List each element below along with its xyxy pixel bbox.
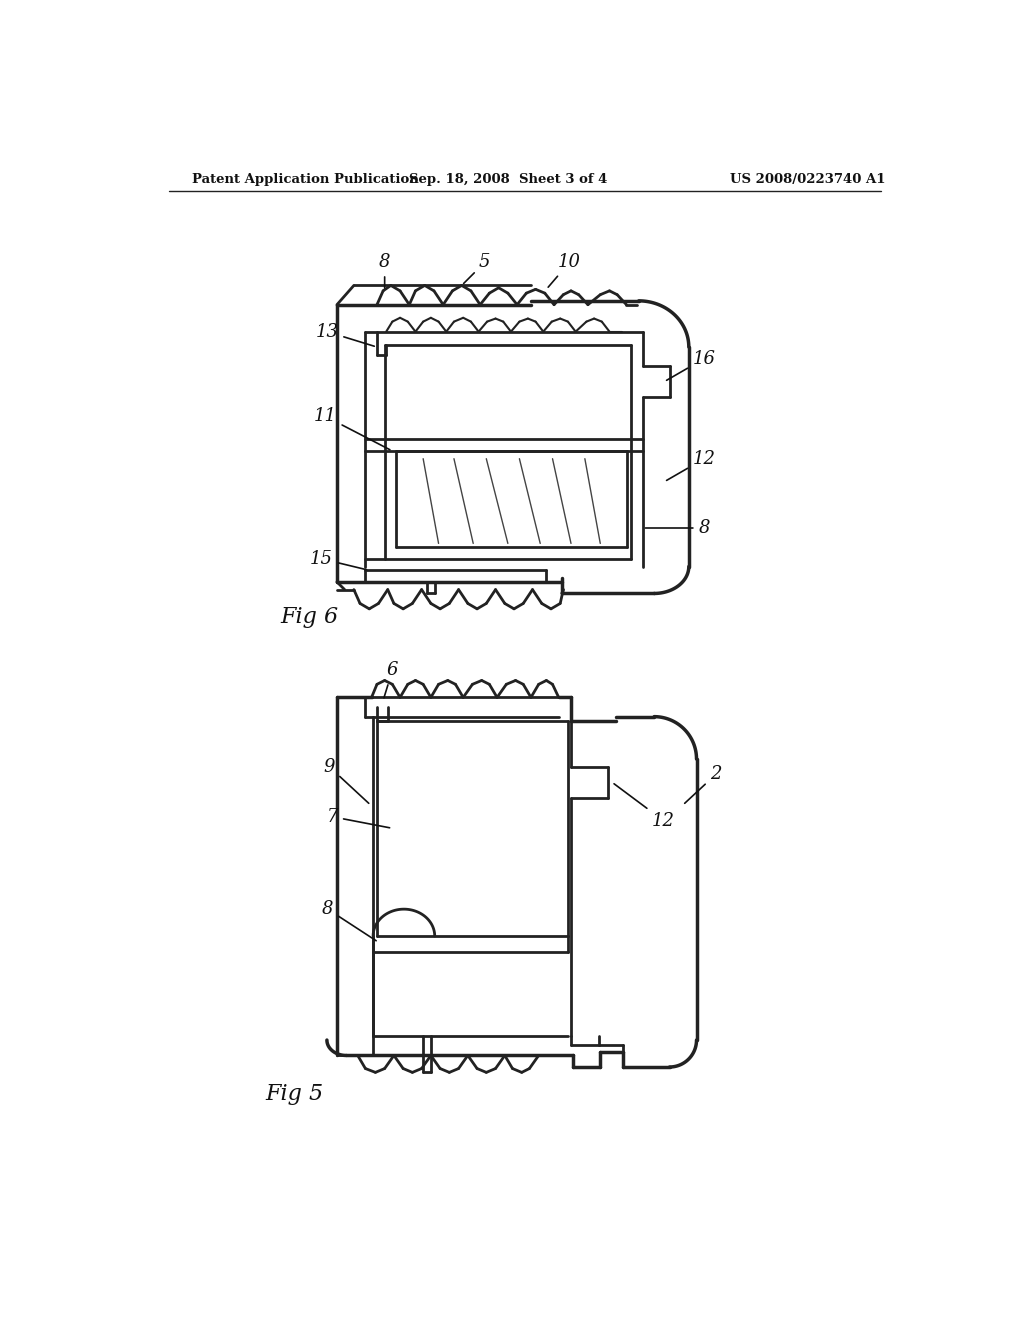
Text: 10: 10 [548,253,581,288]
Text: Fig 5: Fig 5 [265,1082,324,1105]
Text: 8: 8 [322,900,376,941]
Text: 12: 12 [667,450,716,480]
Text: 6: 6 [384,661,398,698]
Text: 7: 7 [327,808,390,828]
Text: 5: 5 [464,253,490,284]
Text: 8: 8 [645,519,710,537]
Text: 15: 15 [310,550,367,570]
Text: 13: 13 [315,322,375,346]
Text: 9: 9 [324,758,369,804]
Text: 11: 11 [314,408,390,450]
Text: 12: 12 [614,784,675,829]
Text: Sep. 18, 2008  Sheet 3 of 4: Sep. 18, 2008 Sheet 3 of 4 [409,173,607,186]
Text: 2: 2 [685,766,722,804]
Text: Fig 6: Fig 6 [281,606,339,627]
Text: Patent Application Publication: Patent Application Publication [193,173,419,186]
Text: 16: 16 [667,350,716,380]
Text: 8: 8 [379,253,390,288]
Text: US 2008/0223740 A1: US 2008/0223740 A1 [730,173,886,186]
